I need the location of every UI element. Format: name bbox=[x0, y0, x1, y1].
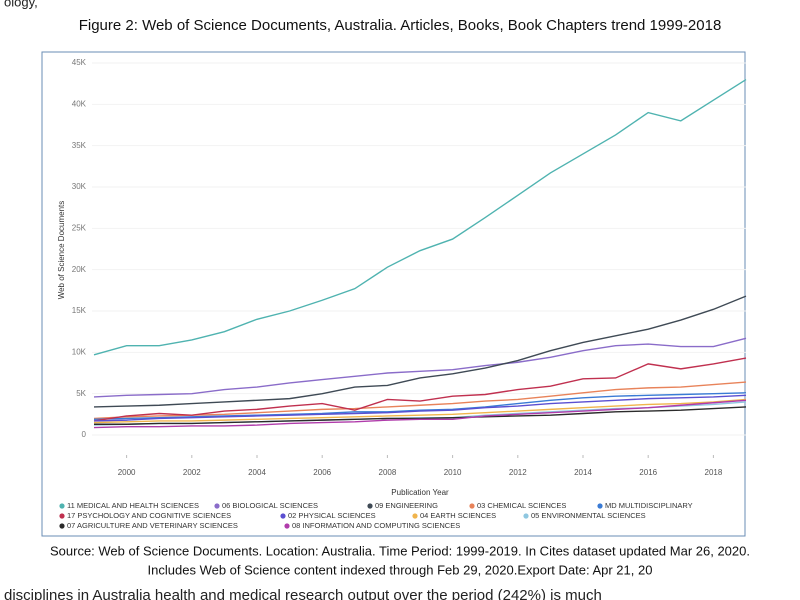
series-line bbox=[93, 337, 747, 398]
legend-label: 17 PSYCHOLOGY AND COGNITIVE SCIENCES bbox=[67, 511, 231, 520]
series-line bbox=[94, 406, 747, 425]
x-tick-label: 2012 bbox=[509, 468, 527, 477]
source-text: Includes Web of Science content indexed … bbox=[148, 562, 653, 577]
series-line bbox=[93, 399, 747, 429]
legend-label: 02 PHYSICAL SCIENCES bbox=[288, 511, 376, 520]
x-tick-label: 2004 bbox=[248, 468, 266, 477]
legend-label: 04 EARTH SCIENCES bbox=[420, 511, 496, 520]
chart-frame bbox=[41, 51, 746, 537]
x-tick-label: 2016 bbox=[639, 468, 657, 477]
legend-marker bbox=[523, 513, 529, 519]
legend-label: MD MULTIDISCIPLINARY bbox=[605, 501, 693, 510]
series-line bbox=[93, 392, 747, 420]
y-axis-label: Web of Science Documents bbox=[57, 201, 66, 300]
y-tick-label: 20K bbox=[72, 265, 87, 274]
legend-marker bbox=[59, 513, 65, 519]
legend-marker bbox=[214, 503, 220, 509]
series-line bbox=[93, 357, 747, 422]
x-tick-label: 2000 bbox=[118, 468, 136, 477]
y-tick-label: 5K bbox=[76, 389, 86, 398]
legend-marker bbox=[284, 523, 290, 529]
legend-label: 11 MEDICAL AND HEALTH SCIENCES bbox=[67, 501, 199, 510]
legend-label: 08 INFORMATION AND COMPUTING SCIENCES bbox=[292, 521, 460, 530]
x-axis-label: Publication Year bbox=[391, 488, 449, 497]
x-tick-label: 2008 bbox=[379, 468, 397, 477]
x-tick-label: 2006 bbox=[313, 468, 331, 477]
legend-label: 09 ENGINEERING bbox=[375, 501, 438, 510]
x-tick-label: 2002 bbox=[183, 468, 201, 477]
legend-label: 05 ENVIRONMENTAL SCIENCES bbox=[531, 511, 646, 520]
y-tick-label: 0 bbox=[82, 430, 87, 439]
legend-label: 03 CHEMICAL SCIENCES bbox=[477, 501, 566, 510]
y-tick-label: 35K bbox=[72, 141, 87, 150]
legend-label: 07 AGRICULTURE AND VETERINARY SCIENCES bbox=[67, 521, 238, 530]
figure-title: Figure 2: Web of Science Documents, Aust… bbox=[79, 17, 722, 34]
legend-marker bbox=[469, 503, 475, 509]
y-tick-label: 25K bbox=[72, 223, 87, 232]
y-tick-label: 40K bbox=[72, 99, 87, 108]
legend-marker bbox=[597, 503, 603, 509]
legend-marker bbox=[280, 513, 286, 519]
y-tick-label: 45K bbox=[72, 58, 87, 67]
clipped-text: ology, bbox=[4, 0, 38, 9]
series-line bbox=[93, 381, 747, 420]
y-tick-label: 10K bbox=[72, 347, 87, 356]
x-tick-label: 2018 bbox=[705, 468, 723, 477]
x-tick-label: 2010 bbox=[444, 468, 462, 477]
x-tick-label: 2014 bbox=[574, 468, 592, 477]
y-tick-label: 15K bbox=[72, 306, 87, 315]
series-line bbox=[93, 295, 747, 408]
legend-label: 06 BIOLOGICAL SCIENCES bbox=[222, 501, 318, 510]
legend-marker bbox=[367, 503, 373, 509]
series-line bbox=[93, 78, 747, 356]
y-tick-label: 30K bbox=[72, 182, 87, 191]
legend-marker bbox=[59, 503, 65, 509]
legend-marker bbox=[412, 513, 418, 519]
series-line bbox=[93, 398, 747, 424]
clipped-text: disciplines in Australia health and medi… bbox=[4, 587, 602, 600]
source-text: Source: Web of Science Documents. Locati… bbox=[50, 543, 750, 558]
legend-marker bbox=[59, 523, 65, 529]
series-line bbox=[93, 394, 747, 422]
